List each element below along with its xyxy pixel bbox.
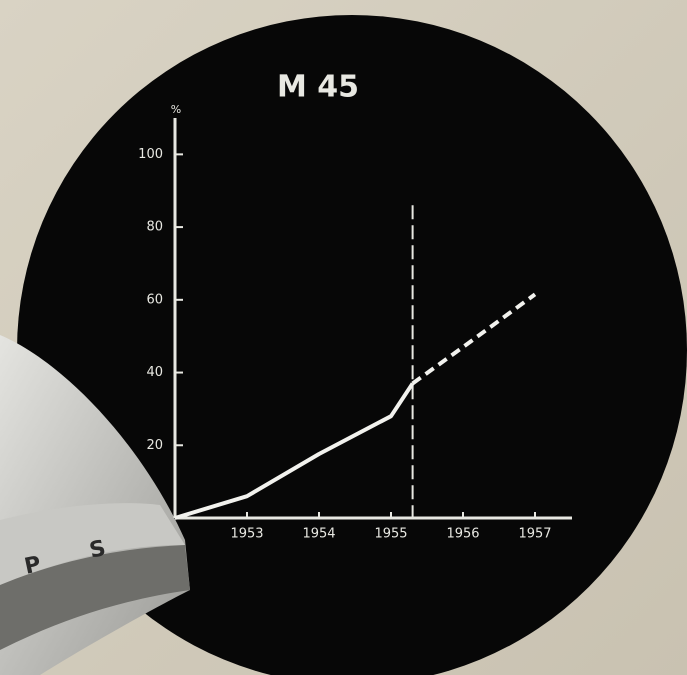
y-tick-label: 100 [138,147,163,162]
x-tick-label: 1957 [518,527,551,542]
x-tick-label: 1955 [374,527,407,542]
y-tick-label: 80 [146,220,163,235]
x-tick-label: 1956 [446,527,479,542]
device: P S [0,335,190,675]
y-axis-label: % [171,103,181,116]
series-line [411,292,537,386]
y-tick-label: 60 [146,292,163,307]
x-tick-label: 1953 [230,527,263,542]
series-line [174,382,415,520]
device-shadow [0,545,190,650]
chart-title: M 45 [277,70,359,105]
chart-disc [17,15,687,675]
device-panel [0,503,185,585]
x-tick-label: 1954 [302,527,335,542]
y-tick-label: 20 [146,438,163,453]
y-tick-label: 40 [146,365,163,380]
device-letter: S [87,536,108,564]
device-letter: P [22,552,43,580]
